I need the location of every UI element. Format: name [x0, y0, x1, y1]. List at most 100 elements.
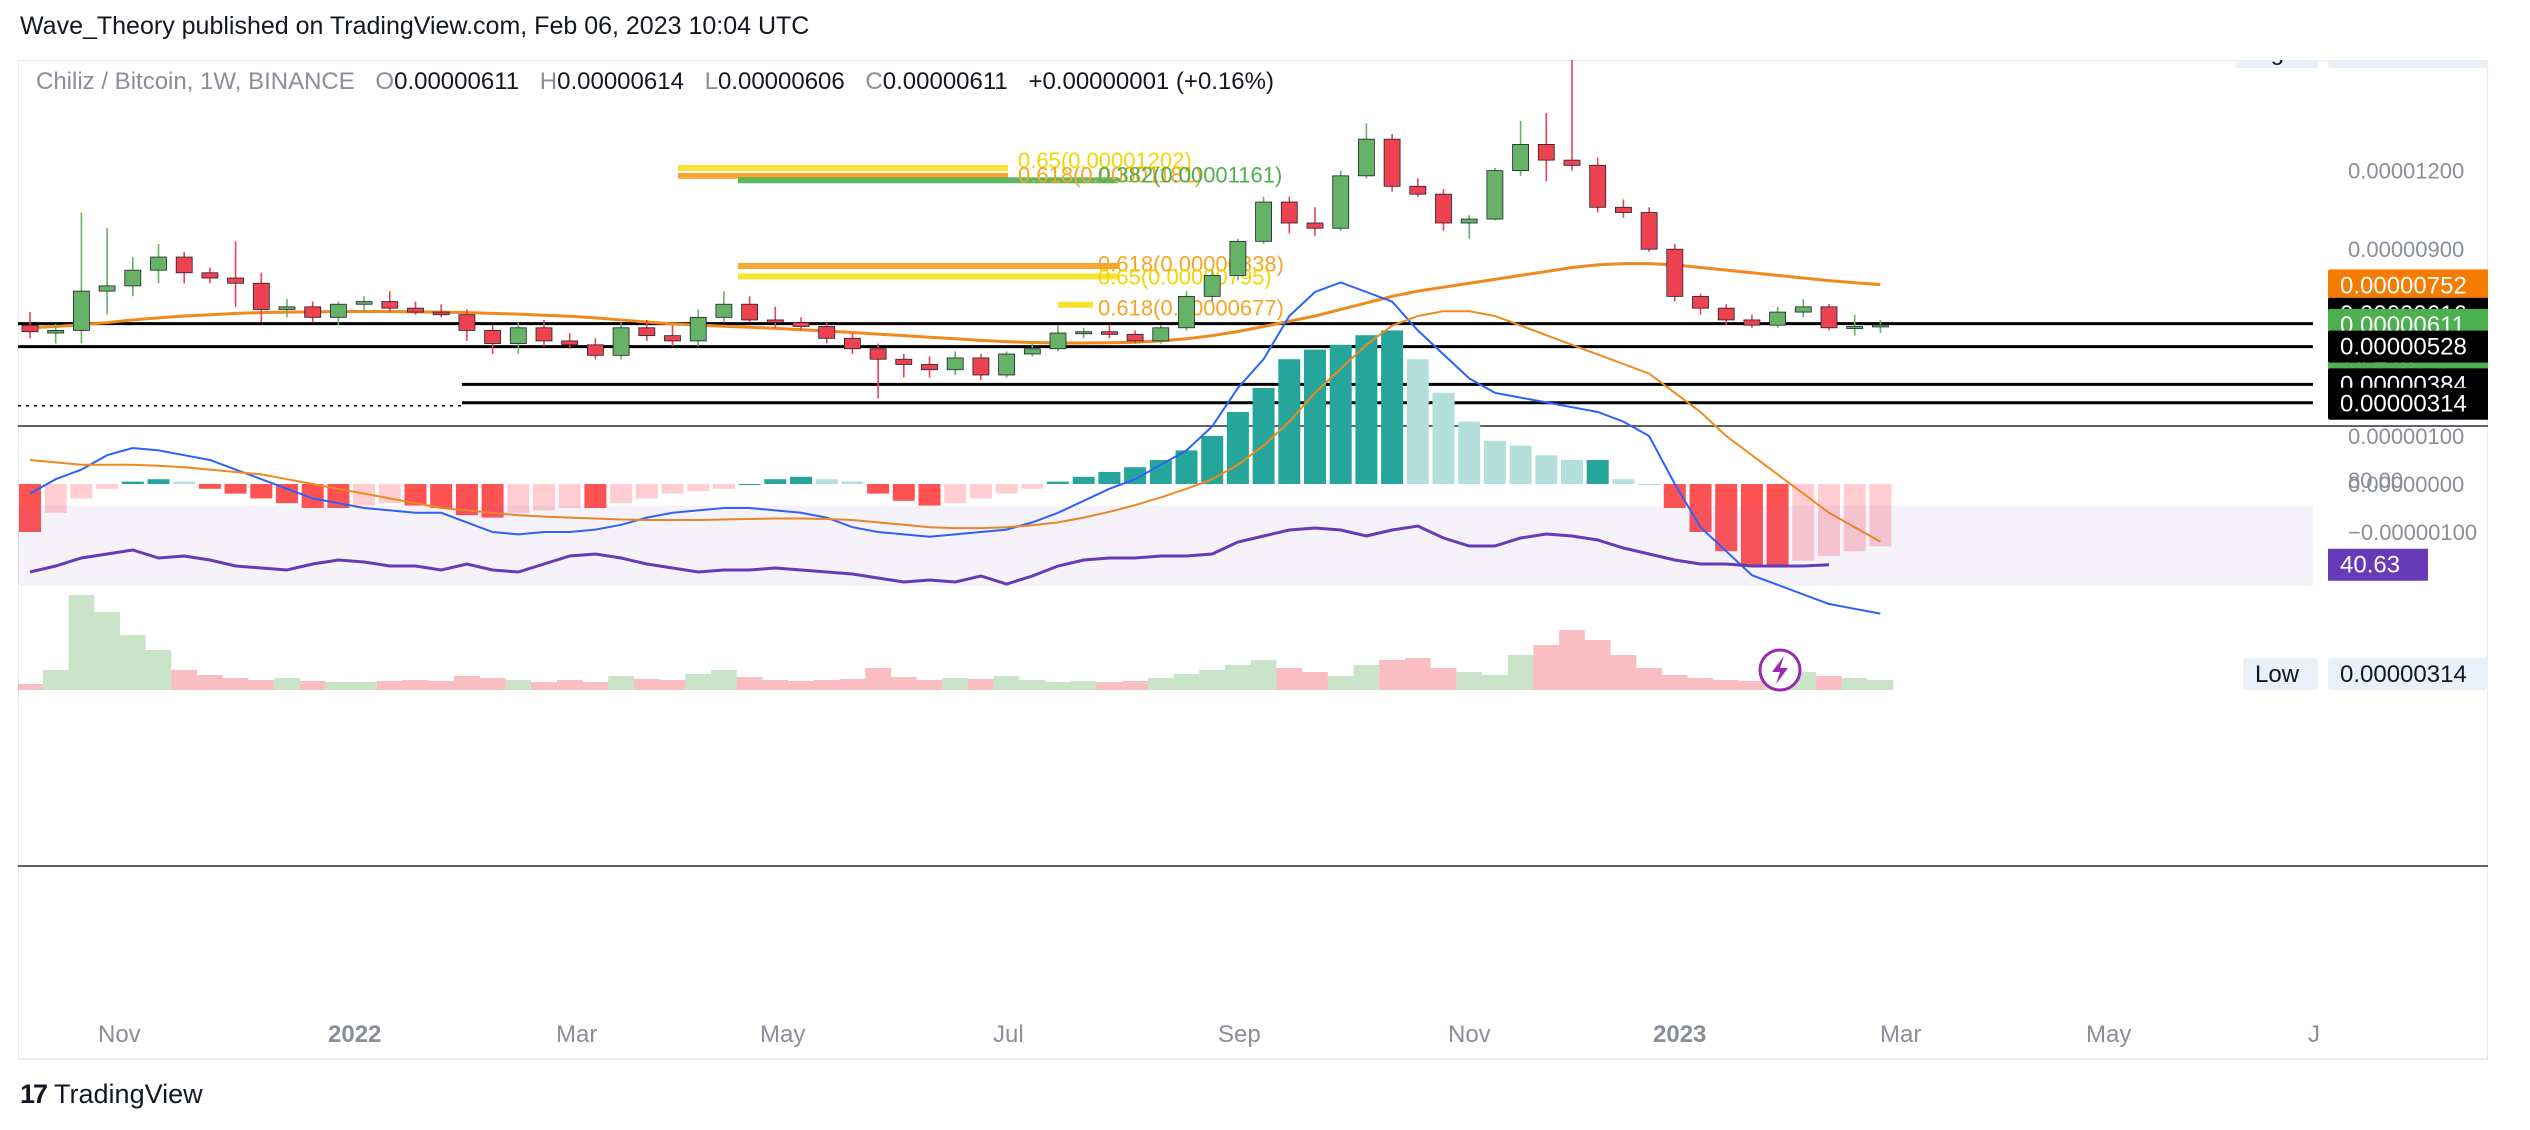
volume-bar — [1507, 655, 1534, 690]
time-axis-tick: Nov — [98, 1021, 141, 1048]
macd-histogram-bar — [1561, 460, 1583, 484]
volume-bar — [248, 680, 275, 690]
macd-histogram-bar — [1226, 412, 1249, 484]
volume-bar — [1302, 672, 1328, 690]
macd-histogram-bar — [481, 484, 504, 518]
candle-body — [1383, 138, 1401, 187]
macd-histogram-bar — [1252, 388, 1275, 484]
macd-histogram-bar — [198, 484, 221, 489]
volume-bar — [197, 675, 223, 690]
macd-histogram-bar — [610, 484, 633, 504]
volume-bar — [351, 682, 377, 690]
macd-histogram-bar — [1175, 450, 1198, 484]
volume-bar — [479, 678, 506, 690]
candle-body — [1460, 218, 1478, 224]
fib-band-lower — [1058, 301, 1093, 308]
macd-histogram-bar — [1638, 484, 1661, 485]
macd-axis-tick: 0.00000000 — [2348, 472, 2464, 497]
macd-histogram-bar — [712, 484, 735, 489]
candle-body — [1255, 201, 1272, 242]
candle-body — [689, 316, 707, 342]
time-axis-tick: 2022 — [328, 1021, 381, 1048]
low-chip-text: Low — [2255, 661, 2300, 688]
fib-label: 0.382(0.00001161) — [1098, 163, 1282, 188]
time-axis-tick: May — [2086, 1021, 2131, 1048]
candle-body — [432, 311, 450, 316]
macd-histogram-bar — [764, 479, 787, 484]
macd-histogram-bar — [635, 484, 658, 499]
candle-body — [1640, 212, 1658, 250]
macd-histogram-bar — [70, 484, 93, 499]
macd-axis-tick: −0.00000100 — [2348, 520, 2477, 545]
symbol-title: Chiliz / Bitcoin, 1W, BINANCE — [36, 68, 355, 95]
candle-body — [509, 327, 527, 344]
macd-histogram-bar — [738, 484, 761, 485]
macd-histogram-bar — [584, 484, 607, 508]
volume-bar — [1276, 668, 1303, 690]
price-label-ma-bg — [2328, 269, 2488, 302]
candle-body — [972, 357, 990, 376]
macd-histogram-bar — [44, 484, 67, 513]
volume-bar — [711, 670, 737, 690]
chart-area[interactable]: 0.65(0.00001202) 0.618(0.00001181) 0.382(0… — [18, 60, 2488, 1060]
time-axis-tick: Nov — [1448, 1021, 1491, 1048]
volume-bar — [505, 680, 532, 690]
macd-histogram-bar — [1766, 484, 1789, 566]
macd-histogram-bar — [944, 484, 967, 504]
volume-bar — [376, 681, 403, 690]
fib-band-0618-upper — [678, 172, 1008, 179]
volume-bar — [633, 679, 660, 690]
volume-bar — [171, 670, 198, 690]
volume-bar — [1687, 678, 1714, 690]
macd-histogram-bar — [1149, 460, 1172, 484]
fib-band-065-upper — [678, 164, 1008, 171]
macd-histogram-bar — [892, 484, 915, 501]
volume-bar — [1559, 630, 1585, 690]
tradingview-logo[interactable]: 17 TradingView — [20, 1079, 203, 1110]
candle-body — [381, 301, 399, 309]
candle-body — [921, 364, 938, 371]
chart-canvas[interactable]: 0.65(0.00001202)0.618(0.00001181)0.382(0… — [18, 60, 2488, 1060]
macd-axis-tick: 0.00000100 — [2348, 424, 2464, 449]
candle-body — [484, 330, 502, 344]
lightning-icon — [1772, 656, 1788, 684]
macd-histogram-bar — [1612, 479, 1635, 484]
candle-body — [1203, 274, 1221, 297]
candle-body — [1358, 138, 1375, 177]
volume-bar — [68, 595, 95, 690]
candle-body — [1666, 248, 1684, 297]
macd-histogram-bar — [815, 479, 838, 484]
macd-histogram-bar — [1740, 484, 1763, 566]
low-value: 0.00000606 — [717, 68, 845, 95]
candle-body — [1794, 306, 1812, 313]
rsi-band — [18, 506, 2313, 586]
macd-histogram-bar — [1124, 467, 1147, 484]
volume-bar — [556, 680, 583, 690]
volume-bar — [1636, 668, 1662, 690]
time-axis-tick: Jul — [993, 1021, 1024, 1048]
macd-histogram-bar — [1663, 484, 1686, 508]
candle-body — [227, 277, 245, 284]
candle-body — [47, 330, 65, 334]
price-label-level-528-bg — [2328, 330, 2488, 363]
macd-histogram-bar — [790, 476, 812, 484]
macd-histogram-bar — [687, 484, 710, 492]
volume-bar — [402, 680, 429, 690]
candle-body — [1049, 332, 1067, 350]
close-value: 0.00000611 — [882, 68, 1008, 95]
volume-bar — [222, 678, 249, 690]
volume-bar — [890, 677, 917, 690]
candle-body — [1743, 319, 1761, 326]
fib-label: 0.65(0.00001202) — [1018, 148, 1192, 173]
price-label-ma: 0.00000752 — [2328, 269, 2488, 302]
volume-bar — [1045, 682, 1071, 690]
candle-body — [1537, 144, 1555, 161]
candle-body — [1563, 159, 1581, 166]
macd-histogram-bar — [995, 484, 1018, 494]
candle-body — [1178, 295, 1195, 329]
macd-histogram-bar — [1869, 484, 1892, 547]
candle-body — [561, 340, 579, 346]
high-value: 0.00000614 — [557, 68, 684, 95]
macd-histogram-bar — [558, 484, 581, 508]
macd-histogram-bar — [430, 484, 453, 508]
